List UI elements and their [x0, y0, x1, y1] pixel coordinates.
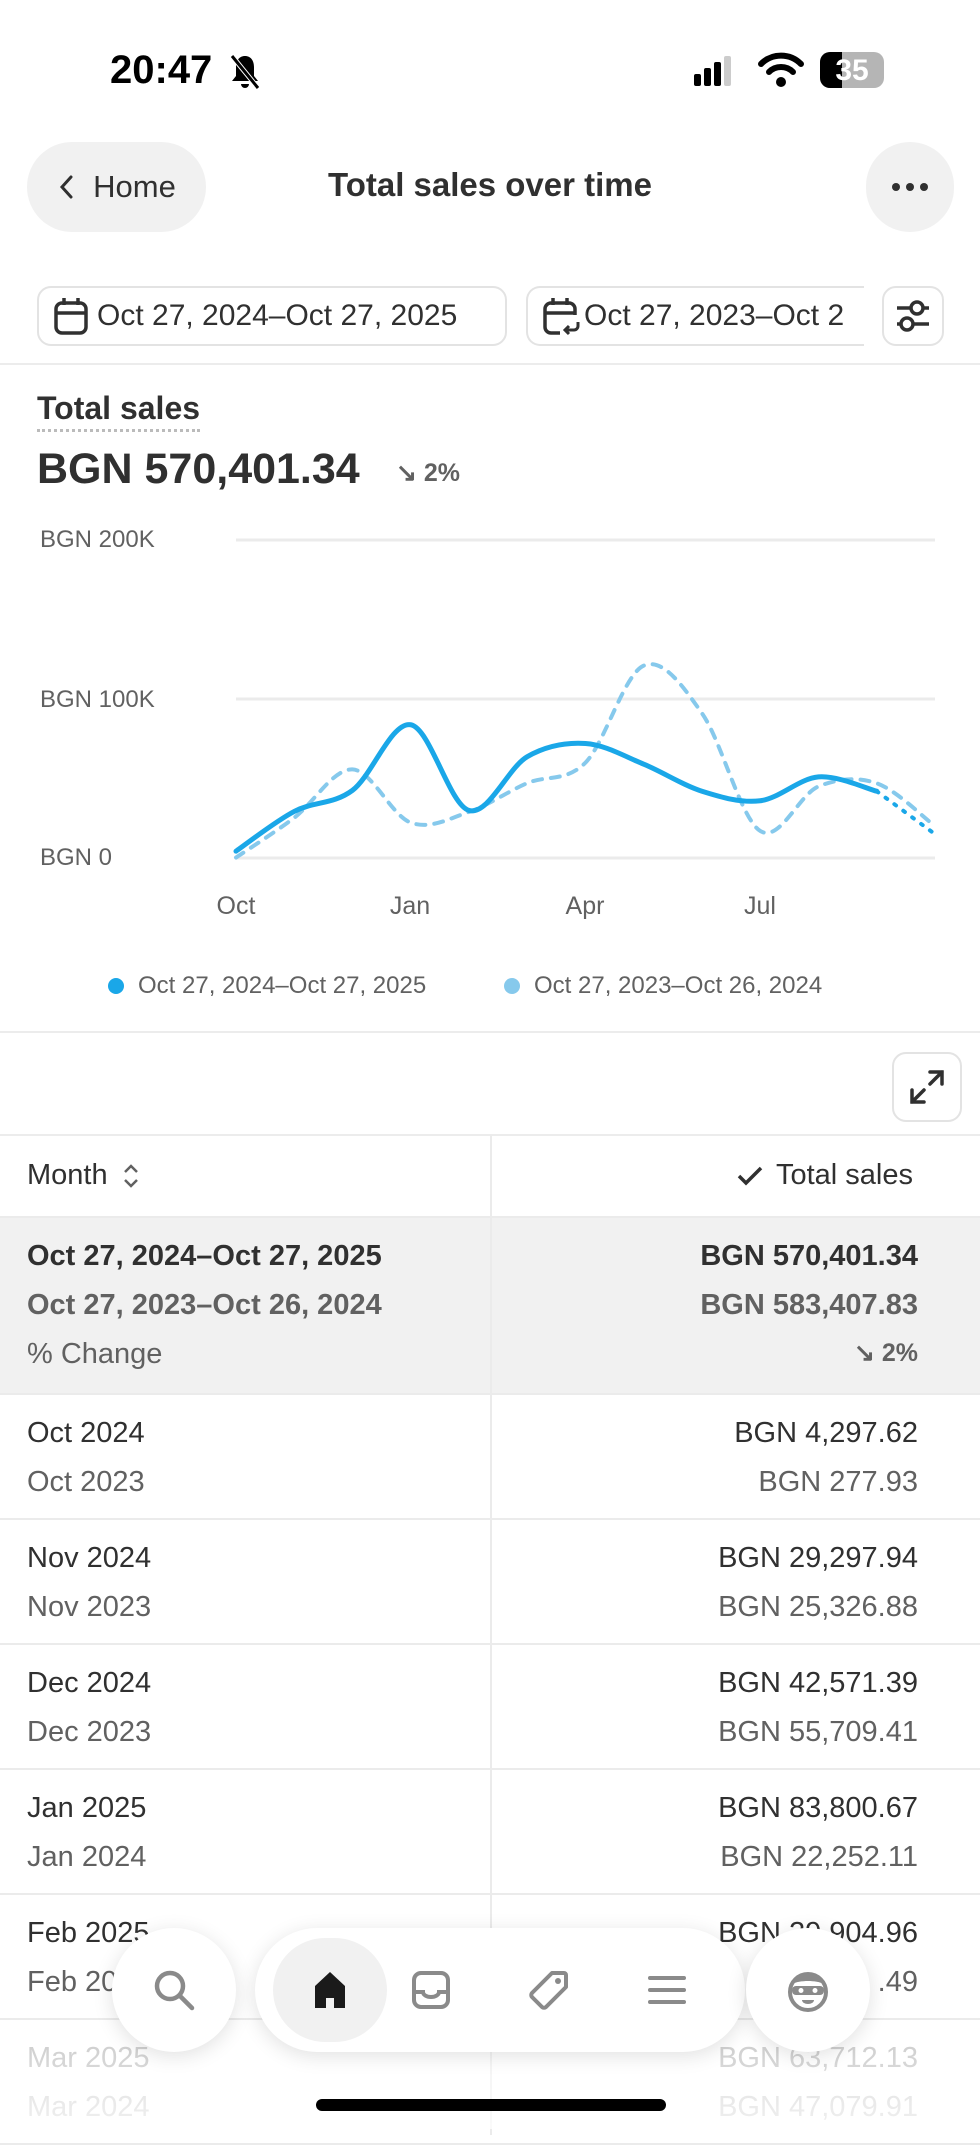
series-line-previous: [234, 662, 937, 860]
x-tick-label: Jan: [389, 892, 431, 920]
nav-menu[interactable]: [625, 1948, 709, 2032]
comparison-range: Oct 27, 2023–Oct 26, 2024: [27, 1289, 382, 1321]
expand-button[interactable]: [892, 1052, 962, 1122]
sales-value: BGN 4,297.62: [734, 1417, 918, 1449]
expand-icon: [910, 1070, 944, 1104]
back-button[interactable]: Home: [27, 142, 206, 232]
arrow-down-right-icon: ↘: [396, 459, 417, 487]
search-button[interactable]: [112, 1928, 236, 2052]
divider: [0, 363, 980, 365]
menu-icon: [648, 1976, 686, 2004]
column-divider: [490, 1135, 492, 2135]
chart-settings-button[interactable]: [882, 286, 944, 346]
home-indicator: [316, 2099, 666, 2111]
total-sales-change: ↘ 2%: [396, 458, 460, 488]
chevron-left-icon: [60, 175, 73, 199]
table-row[interactable]: Nov 2024 Nov 2023 BGN 29,297.94 BGN 25,3…: [0, 1520, 980, 1645]
battery-icon: 35: [820, 52, 884, 88]
inbox-icon: [412, 1971, 450, 2009]
sort-icon: [123, 1163, 138, 1188]
header-label: Total sales: [775, 1159, 913, 1191]
previous-month: Dec 2023: [27, 1716, 152, 1748]
series-line-current: [233, 722, 880, 854]
y-tick-label: BGN 100K: [40, 686, 155, 713]
bottom-nav: [255, 1928, 745, 2052]
change-percent: 2%: [423, 459, 461, 487]
previous-sales-value: BGN 22,252.11: [720, 1841, 918, 1873]
previous-month: Nov 2023: [27, 1591, 152, 1623]
previous-sales-value: .49: [877, 1966, 918, 1998]
month: Feb 2025: [27, 1917, 150, 1949]
signal-icon: [694, 56, 731, 86]
legend-label: Oct 27, 2024–Oct 27, 2025: [138, 972, 427, 999]
back-label: Home: [93, 169, 176, 204]
search-icon: [154, 1970, 195, 2011]
sales-value: BGN 83,800.67: [718, 1792, 918, 1824]
nav-home[interactable]: [273, 1938, 387, 2042]
legend-item-previous: Oct 27, 2023–Oct 26, 2024: [504, 972, 822, 1000]
primary-date-range: Oct 27, 2024–Oct 27, 2025: [97, 299, 458, 332]
primary-date-range-button[interactable]: Oct 27, 2024–Oct 27, 2025: [37, 286, 507, 346]
change-percent: 2%: [881, 1339, 918, 1367]
month-column-header[interactable]: Month: [27, 1159, 140, 1192]
month: Dec 2024: [27, 1667, 152, 1699]
month: Jan 2025: [27, 1792, 147, 1824]
ellipsis-icon: [892, 183, 928, 191]
primary-value: BGN 570,401.34: [700, 1240, 918, 1272]
nav-inbox[interactable]: [389, 1948, 473, 2032]
calendar-compare-icon: [543, 298, 580, 336]
legend-dot: [108, 978, 124, 994]
month: Nov 2024: [27, 1542, 152, 1574]
x-tick-label: Jul: [744, 892, 776, 920]
x-tick-label: Apr: [565, 892, 605, 920]
status-time: 20:47: [110, 48, 213, 92]
legend-dot: [504, 978, 520, 994]
comparison-value: BGN 583,407.83: [700, 1289, 918, 1321]
previous-month: Oct 2023: [27, 1466, 145, 1498]
total-sales-value: BGN 570,401.34: [37, 445, 360, 493]
sales-value: BGN 29,297.94: [718, 1542, 918, 1574]
total-sales-label[interactable]: Total sales: [37, 390, 201, 432]
series-line-current-partial: [874, 789, 937, 837]
arrow-down-right-icon: ↘: [853, 1339, 882, 1367]
status-bar: 20:47 35: [0, 40, 980, 104]
change-label: % Change: [27, 1338, 163, 1370]
bell-slash-icon: [230, 54, 260, 90]
comparison-date-range-button[interactable]: Oct 27, 2023–Oct 2: [526, 286, 864, 346]
avatar-icon: [788, 1972, 828, 2012]
change-value: ↘ 2%: [854, 1338, 918, 1368]
page-title: Total sales over time: [327, 166, 653, 203]
checkmark-icon: [737, 1166, 763, 1185]
comparison-date-range: Oct 27, 2023–Oct 2: [584, 299, 845, 332]
divider: [0, 1031, 980, 1033]
table-row[interactable]: Oct 2024 Oct 2023 BGN 4,297.62 BGN 277.9…: [0, 1395, 980, 1520]
nav-products[interactable]: [507, 1948, 591, 2032]
previous-month: Jan 2024: [27, 1841, 147, 1873]
home-icon: [315, 1972, 345, 2008]
battery-level: 35: [835, 54, 869, 87]
previous-sales-value: BGN 25,326.88: [718, 1591, 918, 1623]
sales-column-header[interactable]: Total sales: [736, 1159, 913, 1192]
previous-sales-value: BGN 277.93: [758, 1466, 918, 1498]
previous-sales-value: BGN 55,709.41: [718, 1716, 918, 1748]
more-button[interactable]: [866, 142, 954, 232]
primary-range: Oct 27, 2024–Oct 27, 2025: [27, 1240, 382, 1272]
header-label: Month: [27, 1159, 108, 1191]
wifi-icon: [758, 52, 804, 87]
account-button[interactable]: [746, 1928, 870, 2052]
legend-label: Oct 27, 2023–Oct 26, 2024: [534, 972, 823, 999]
sliders-icon: [897, 300, 929, 332]
month: Oct 2024: [27, 1417, 145, 1449]
calendar-icon: [54, 298, 88, 335]
x-tick-label: Oct: [216, 892, 256, 920]
tag-icon: [529, 1971, 568, 2010]
sales-value: BGN 42,571.39: [718, 1667, 918, 1699]
legend-item-current: Oct 27, 2024–Oct 27, 2025: [108, 972, 426, 1000]
y-tick-label: BGN 0: [40, 844, 113, 871]
line-chart: [233, 538, 937, 860]
y-tick-label: BGN 200K: [40, 526, 155, 553]
